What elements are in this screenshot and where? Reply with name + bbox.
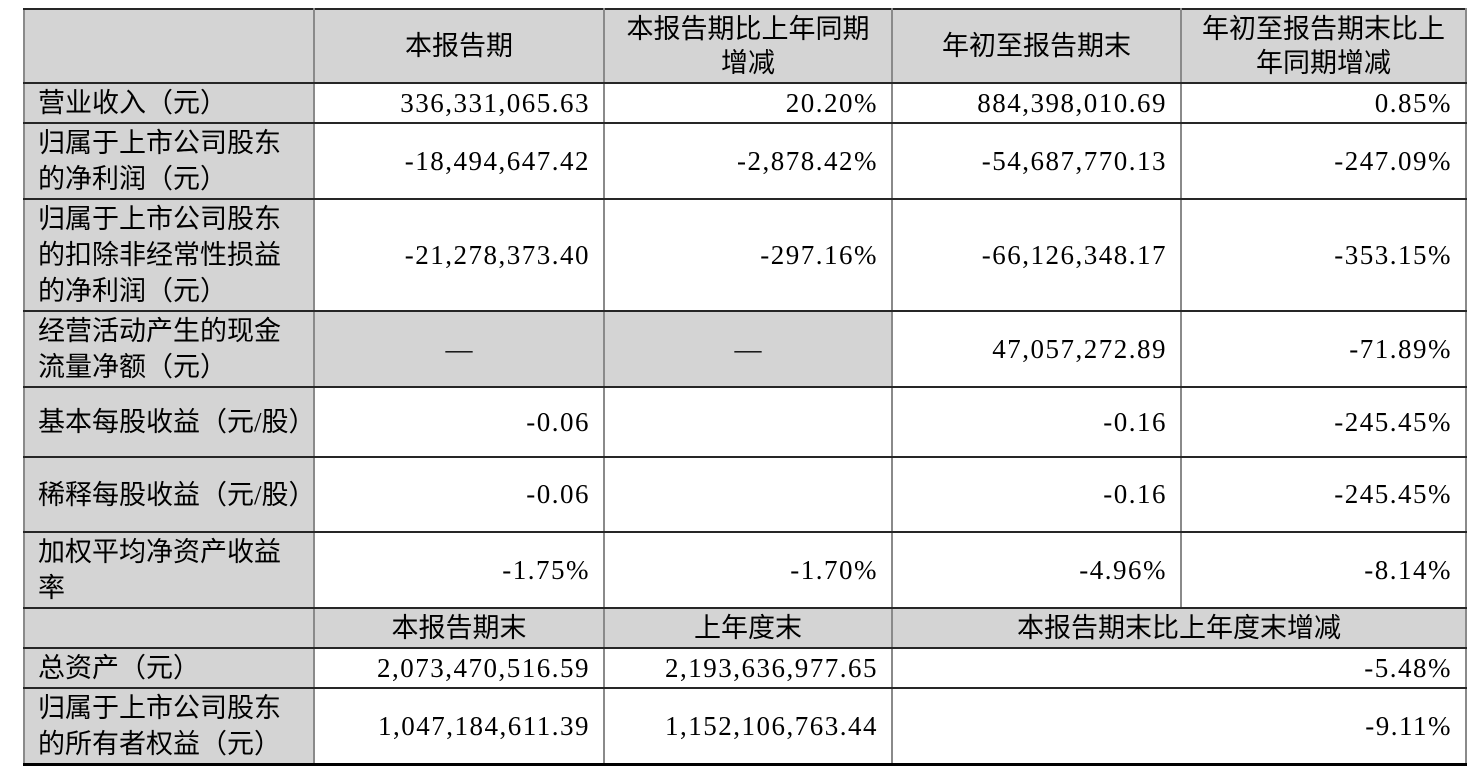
value-cell: -353.15% — [1180, 198, 1467, 312]
value-cell: 2,193,636,977.65 — [603, 647, 893, 689]
value-cell: -247.09% — [1180, 122, 1467, 200]
value-cell: -1.75% — [313, 531, 605, 609]
subheader-prior-year-end: 上年度末 — [603, 607, 893, 649]
table-row-owners-equity: 归属于上市公司股东的所有者权益（元） 1,047,184,611.39 1,15… — [23, 687, 1467, 766]
row-label: 基本每股收益（元/股） — [23, 386, 315, 458]
value-cell: 47,057,272.89 — [891, 310, 1182, 388]
value-cell: 1,047,184,611.39 — [313, 687, 605, 766]
header-row: 本报告期 本报告期比上年同期增减 年初至报告期末 年初至报告期末比上年同期增减 — [23, 8, 1467, 84]
value-cell: -2,878.42% — [603, 122, 893, 200]
row-label: 加权平均净资产收益率 — [23, 531, 315, 609]
header-current-period: 本报告期 — [313, 8, 605, 84]
financial-summary-table: 本报告期 本报告期比上年同期增减 年初至报告期末 年初至报告期末比上年同期增减 … — [23, 8, 1467, 766]
table-row-diluted-eps: 稀释每股收益（元/股） -0.06 -0.16 -245.45% — [23, 456, 1467, 533]
value-cell: 1,152,106,763.44 — [603, 687, 893, 766]
value-cell: 2,073,470,516.59 — [313, 647, 605, 689]
header-corner-cell — [23, 8, 315, 84]
value-cell-dash: — — [603, 310, 893, 388]
value-cell: 0.85% — [1180, 82, 1467, 124]
value-cell — [603, 456, 893, 533]
table-row-net-profit-excl-nonrecurring: 归属于上市公司股东的扣除非经常性损益的净利润（元） -21,278,373.40… — [23, 198, 1467, 312]
row-label: 归属于上市公司股东的扣除非经常性损益的净利润（元） — [23, 198, 315, 312]
table-row-weighted-avg-roe: 加权平均净资产收益率 -1.75% -1.70% -4.96% -8.14% — [23, 531, 1467, 609]
value-cell: -18,494,647.42 — [313, 122, 605, 200]
header-current-vs-prior: 本报告期比上年同期增减 — [603, 8, 893, 84]
row-label: 总资产（元） — [23, 647, 315, 689]
row-label: 经营活动产生的现金流量净额（元） — [23, 310, 315, 388]
value-cell: -71.89% — [1180, 310, 1467, 388]
table-row-revenue: 营业收入（元） 336,331,065.63 20.20% 884,398,01… — [23, 82, 1467, 124]
header-ytd: 年初至报告期末 — [891, 8, 1182, 84]
subheader-corner-cell — [23, 607, 315, 649]
value-cell: -0.06 — [313, 456, 605, 533]
value-cell: -297.16% — [603, 198, 893, 312]
value-cell: -9.11% — [891, 687, 1467, 766]
row-label: 归属于上市公司股东的所有者权益（元） — [23, 687, 315, 766]
value-cell: -245.45% — [1180, 456, 1467, 533]
table-row-operating-cash-flow: 经营活动产生的现金流量净额（元） — — 47,057,272.89 -71.8… — [23, 310, 1467, 388]
table-row-basic-eps: 基本每股收益（元/股） -0.06 -0.16 -245.45% — [23, 386, 1467, 458]
value-cell: -8.14% — [1180, 531, 1467, 609]
value-cell: 20.20% — [603, 82, 893, 124]
row-label: 稀释每股收益（元/股） — [23, 456, 315, 533]
value-cell: 884,398,010.69 — [891, 82, 1182, 124]
table-row-net-profit: 归属于上市公司股东的净利润（元） -18,494,647.42 -2,878.4… — [23, 122, 1467, 200]
value-cell: -245.45% — [1180, 386, 1467, 458]
value-cell: -54,687,770.13 — [891, 122, 1182, 200]
value-cell: -0.16 — [891, 386, 1182, 458]
value-cell — [603, 386, 893, 458]
table-row-total-assets: 总资产（元） 2,073,470,516.59 2,193,636,977.65… — [23, 647, 1467, 689]
row-label: 归属于上市公司股东的净利润（元） — [23, 122, 315, 200]
value-cell: 336,331,065.63 — [313, 82, 605, 124]
value-cell: -1.70% — [603, 531, 893, 609]
value-cell-dash: — — [313, 310, 605, 388]
value-cell: -0.06 — [313, 386, 605, 458]
subheader-period-end: 本报告期末 — [313, 607, 605, 649]
value-cell: -5.48% — [891, 647, 1467, 689]
value-cell: -66,126,348.17 — [891, 198, 1182, 312]
header-ytd-vs-prior: 年初至报告期末比上年同期增减 — [1180, 8, 1467, 84]
value-cell: -4.96% — [891, 531, 1182, 609]
row-label: 营业收入（元） — [23, 82, 315, 124]
value-cell: -0.16 — [891, 456, 1182, 533]
subheader-period-end-vs-prior-year-end: 本报告期末比上年度末增减 — [891, 607, 1467, 649]
value-cell: -21,278,373.40 — [313, 198, 605, 312]
subheader-row: 本报告期末 上年度末 本报告期末比上年度末增减 — [23, 607, 1467, 649]
